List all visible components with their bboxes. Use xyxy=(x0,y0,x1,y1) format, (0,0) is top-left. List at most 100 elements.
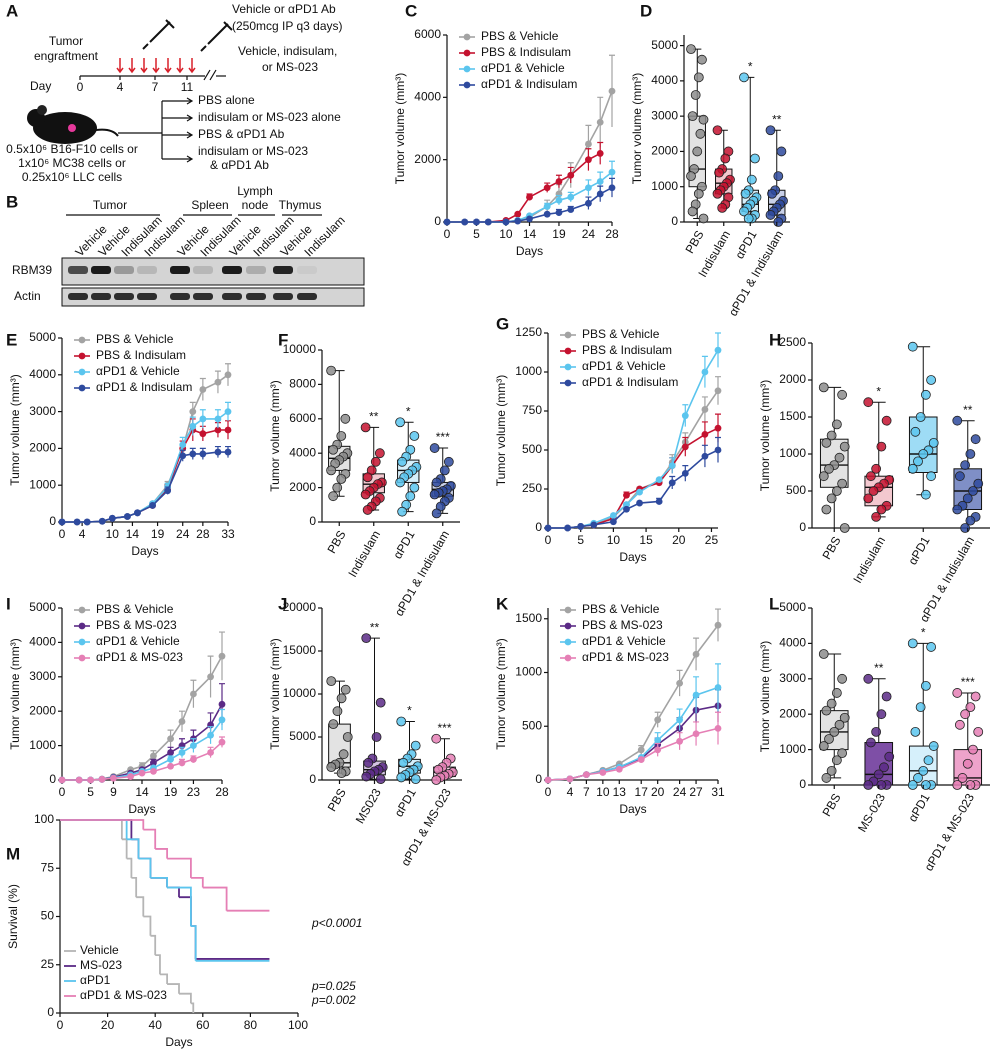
data-point xyxy=(826,698,837,709)
data-point xyxy=(714,424,722,432)
survival-step xyxy=(202,886,228,911)
survival-step xyxy=(126,857,133,878)
legend-label: PBS & Indisulam xyxy=(481,45,571,59)
y-tick-label: 2000 xyxy=(29,703,56,717)
data-point xyxy=(502,218,510,226)
survival-step xyxy=(126,838,140,859)
mouse xyxy=(27,105,119,144)
data-point xyxy=(361,771,372,782)
data-point xyxy=(326,465,337,476)
data-point xyxy=(876,441,887,452)
data-point xyxy=(87,776,94,784)
data-point xyxy=(58,776,66,784)
x-tick-label: 7 xyxy=(583,785,590,799)
data-point xyxy=(668,479,676,487)
survival-step xyxy=(112,819,123,840)
data-point xyxy=(150,752,157,760)
data-point xyxy=(615,765,623,773)
y-tick-label: 1000 xyxy=(515,665,542,679)
x-tick-label: 23 xyxy=(187,785,201,799)
legend-swatch xyxy=(78,352,86,360)
y-tick-label: 10000 xyxy=(283,686,317,700)
x-tick-label: Indisulam xyxy=(850,534,888,585)
data-point xyxy=(837,673,848,684)
x-tick-label: 31 xyxy=(711,785,725,799)
data-point xyxy=(865,737,876,748)
data-point xyxy=(328,491,339,502)
y-tick-label: 8000 xyxy=(289,377,316,391)
data-point xyxy=(831,419,842,430)
y-tick-label: 1000 xyxy=(29,738,56,752)
legend-label: PBS & Vehicle xyxy=(96,332,174,346)
data-point xyxy=(654,736,662,744)
legend-label: αPD1 & Vehicle xyxy=(582,359,666,373)
blot-band xyxy=(68,266,88,274)
data-point xyxy=(920,489,931,500)
data-point xyxy=(687,206,698,217)
data-point xyxy=(98,775,106,783)
data-point xyxy=(543,203,551,210)
data-point xyxy=(167,762,174,770)
data-point xyxy=(164,487,172,495)
data-point xyxy=(608,87,616,95)
significance: *** xyxy=(961,675,975,689)
data-point xyxy=(839,441,850,452)
data-point xyxy=(596,190,604,198)
x-tick-label: PBS xyxy=(682,228,706,256)
y-tick-label: 15000 xyxy=(283,643,317,657)
data-point xyxy=(776,146,787,157)
legend-label: αPD1 & Indisulam xyxy=(96,380,192,394)
data-point xyxy=(714,387,722,395)
legend-label: αPD1 & MS-023 xyxy=(582,650,669,664)
panel-label: F xyxy=(278,330,288,349)
data-point xyxy=(439,465,450,476)
y-tick-label: 750 xyxy=(522,403,542,417)
blot-band xyxy=(273,293,293,300)
data-point xyxy=(608,184,616,192)
data-point xyxy=(837,748,848,759)
legend-label: Vehicle xyxy=(80,943,119,957)
data-point xyxy=(681,412,689,420)
data-point xyxy=(920,389,931,400)
data-point xyxy=(590,521,598,529)
data-point xyxy=(326,676,337,686)
injection-arrow xyxy=(164,58,172,74)
data-point xyxy=(336,431,347,441)
x-tick-label: 5 xyxy=(577,533,584,547)
legend-label: PBS & Vehicle xyxy=(96,602,174,616)
x-tick-label: 14 xyxy=(135,785,149,799)
legend-label: PBS & Vehicle xyxy=(582,602,660,616)
significance: ** xyxy=(370,620,380,634)
data-point xyxy=(839,712,850,723)
x-tick-label: 10 xyxy=(596,785,610,799)
x-tick-label: 14 xyxy=(126,527,140,541)
data-point xyxy=(692,146,703,157)
data-point xyxy=(821,437,832,448)
series-line xyxy=(548,449,719,529)
data-point xyxy=(514,210,522,218)
data-point xyxy=(962,758,973,769)
data-point xyxy=(655,498,663,505)
data-point xyxy=(907,780,918,790)
y-tick-label: 50 xyxy=(41,909,55,923)
data-point xyxy=(871,463,882,474)
blot-band xyxy=(91,293,111,300)
legend-swatch xyxy=(564,606,572,614)
data-point xyxy=(178,759,186,767)
data-point xyxy=(326,762,337,772)
x-tick-label: 60 xyxy=(196,1018,210,1032)
data-point xyxy=(582,771,590,779)
panel-label: D xyxy=(640,1,652,20)
data-point xyxy=(207,749,214,756)
y-tick-label: 500 xyxy=(786,483,806,497)
treatment-text: Vehicle, indisulam, xyxy=(238,44,337,58)
legend-label: αPD1 & Vehicle xyxy=(481,61,565,75)
survival-step xyxy=(190,925,197,961)
data-point xyxy=(692,691,700,699)
injection-arrow xyxy=(140,58,148,74)
arm-text: & αPD1 Ab xyxy=(210,158,269,172)
legend-swatch xyxy=(78,384,86,392)
y-tick-label: 0 xyxy=(47,1005,54,1019)
data-point xyxy=(395,477,406,488)
legend-swatch xyxy=(78,336,86,344)
